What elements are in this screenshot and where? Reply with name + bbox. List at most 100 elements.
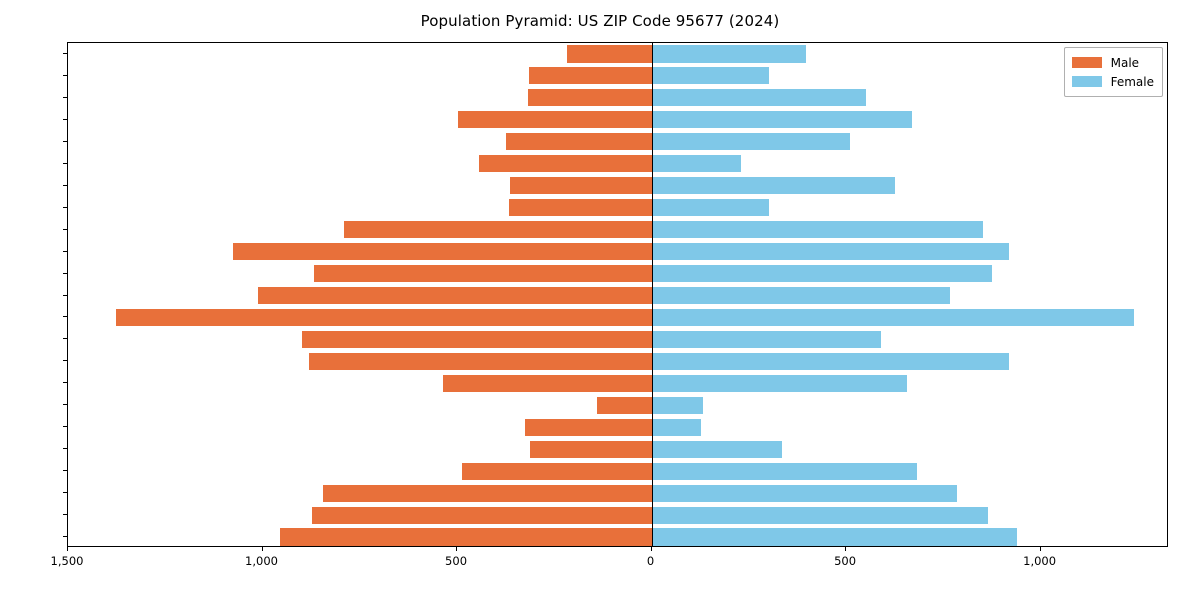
y-tick-mark xyxy=(63,162,67,164)
bar-male xyxy=(322,484,652,502)
zero-axis-line xyxy=(651,43,653,546)
bar-row xyxy=(68,462,1167,480)
bar-row xyxy=(68,528,1167,546)
y-tick-mark xyxy=(63,250,67,252)
y-tick-mark xyxy=(63,448,67,450)
x-tick-label: 1,500 xyxy=(50,554,84,568)
bar-male xyxy=(115,308,652,327)
y-tick-mark xyxy=(63,514,67,516)
y-tick-mark xyxy=(63,536,67,538)
bar-male xyxy=(308,352,652,370)
legend-label-female: Female xyxy=(1110,74,1154,89)
bar-male xyxy=(442,374,652,392)
bar-row xyxy=(68,89,1167,107)
x-tick-label: 1,000 xyxy=(245,554,278,568)
y-tick-mark xyxy=(63,492,67,494)
y-tick-mark xyxy=(63,404,67,406)
plot-area: Male Female xyxy=(67,42,1168,547)
bar-male xyxy=(597,396,652,414)
y-tick-mark xyxy=(63,96,67,98)
chart-title: Population Pyramid: US ZIP Code 95677 (2… xyxy=(420,12,780,30)
bar-female xyxy=(651,45,806,63)
bar-row xyxy=(68,155,1167,173)
bar-row xyxy=(68,352,1167,370)
bar-female xyxy=(651,264,993,283)
bar-male xyxy=(343,221,652,239)
x-tick-mark xyxy=(456,547,458,551)
y-tick-mark xyxy=(63,426,67,428)
x-tick-mark xyxy=(67,547,68,551)
y-tick-mark xyxy=(63,470,67,472)
x-tick-mark xyxy=(650,547,652,551)
bar-row xyxy=(68,221,1167,239)
y-tick-mark xyxy=(63,338,67,340)
bar-male xyxy=(528,67,652,85)
bar-row xyxy=(68,243,1167,261)
bar-row xyxy=(68,199,1167,217)
bar-male xyxy=(301,330,652,348)
bar-row xyxy=(68,264,1167,283)
y-tick-mark xyxy=(63,118,67,120)
bar-row xyxy=(68,308,1167,327)
bar-row xyxy=(68,67,1167,85)
y-tick-mark xyxy=(63,382,67,384)
bars-layer xyxy=(68,43,1167,546)
legend-item-female: Female xyxy=(1071,72,1154,91)
x-tick-label: 500 xyxy=(834,554,857,568)
x-tick-mark xyxy=(1039,547,1041,551)
x-tick-label: 1,000 xyxy=(1023,554,1057,568)
bar-female xyxy=(651,506,989,524)
bar-row xyxy=(68,440,1167,458)
bar-male xyxy=(527,89,652,107)
bar-female xyxy=(651,418,702,436)
bar-male xyxy=(529,440,652,458)
y-tick-mark xyxy=(63,228,67,230)
bar-row xyxy=(68,396,1167,414)
bar-male xyxy=(461,462,652,480)
bar-female xyxy=(651,243,1010,261)
bar-female xyxy=(651,308,1135,327)
bar-female xyxy=(651,352,1010,370)
bar-female xyxy=(651,221,984,239)
bar-row xyxy=(68,45,1167,63)
bar-male xyxy=(524,418,652,436)
y-tick-mark xyxy=(63,316,67,318)
legend-swatch-female xyxy=(1071,76,1102,87)
bar-female xyxy=(651,111,913,129)
bar-female xyxy=(651,484,958,502)
bar-female xyxy=(651,462,917,480)
bar-male xyxy=(566,45,652,63)
y-tick-mark xyxy=(63,140,67,142)
bar-row xyxy=(68,484,1167,502)
y-tick-mark xyxy=(63,74,67,76)
x-tick-mark xyxy=(845,547,847,551)
bar-male xyxy=(478,155,652,173)
bar-female xyxy=(651,177,896,195)
y-tick-mark xyxy=(63,52,67,54)
bar-row xyxy=(68,506,1167,524)
bar-row xyxy=(68,286,1167,305)
bar-male xyxy=(457,111,652,129)
legend-label-male: Male xyxy=(1110,55,1140,70)
x-tick-label: 500 xyxy=(445,554,468,568)
bar-row xyxy=(68,111,1167,129)
chart-legend: Male Female xyxy=(1063,47,1163,97)
bar-male xyxy=(313,264,652,283)
bar-female xyxy=(651,286,951,305)
y-tick-mark xyxy=(63,184,67,186)
bar-female xyxy=(651,155,741,173)
bar-male xyxy=(257,286,652,305)
bar-row xyxy=(68,418,1167,436)
y-tick-mark xyxy=(63,206,67,208)
bar-female xyxy=(651,528,1018,546)
bar-female xyxy=(651,374,908,392)
bar-female xyxy=(651,330,882,348)
y-tick-mark xyxy=(63,360,67,362)
bar-male xyxy=(280,528,652,546)
bar-row xyxy=(68,330,1167,348)
bar-female xyxy=(651,396,703,414)
bar-row xyxy=(68,177,1167,195)
bar-female xyxy=(651,440,782,458)
bar-male xyxy=(232,243,652,261)
